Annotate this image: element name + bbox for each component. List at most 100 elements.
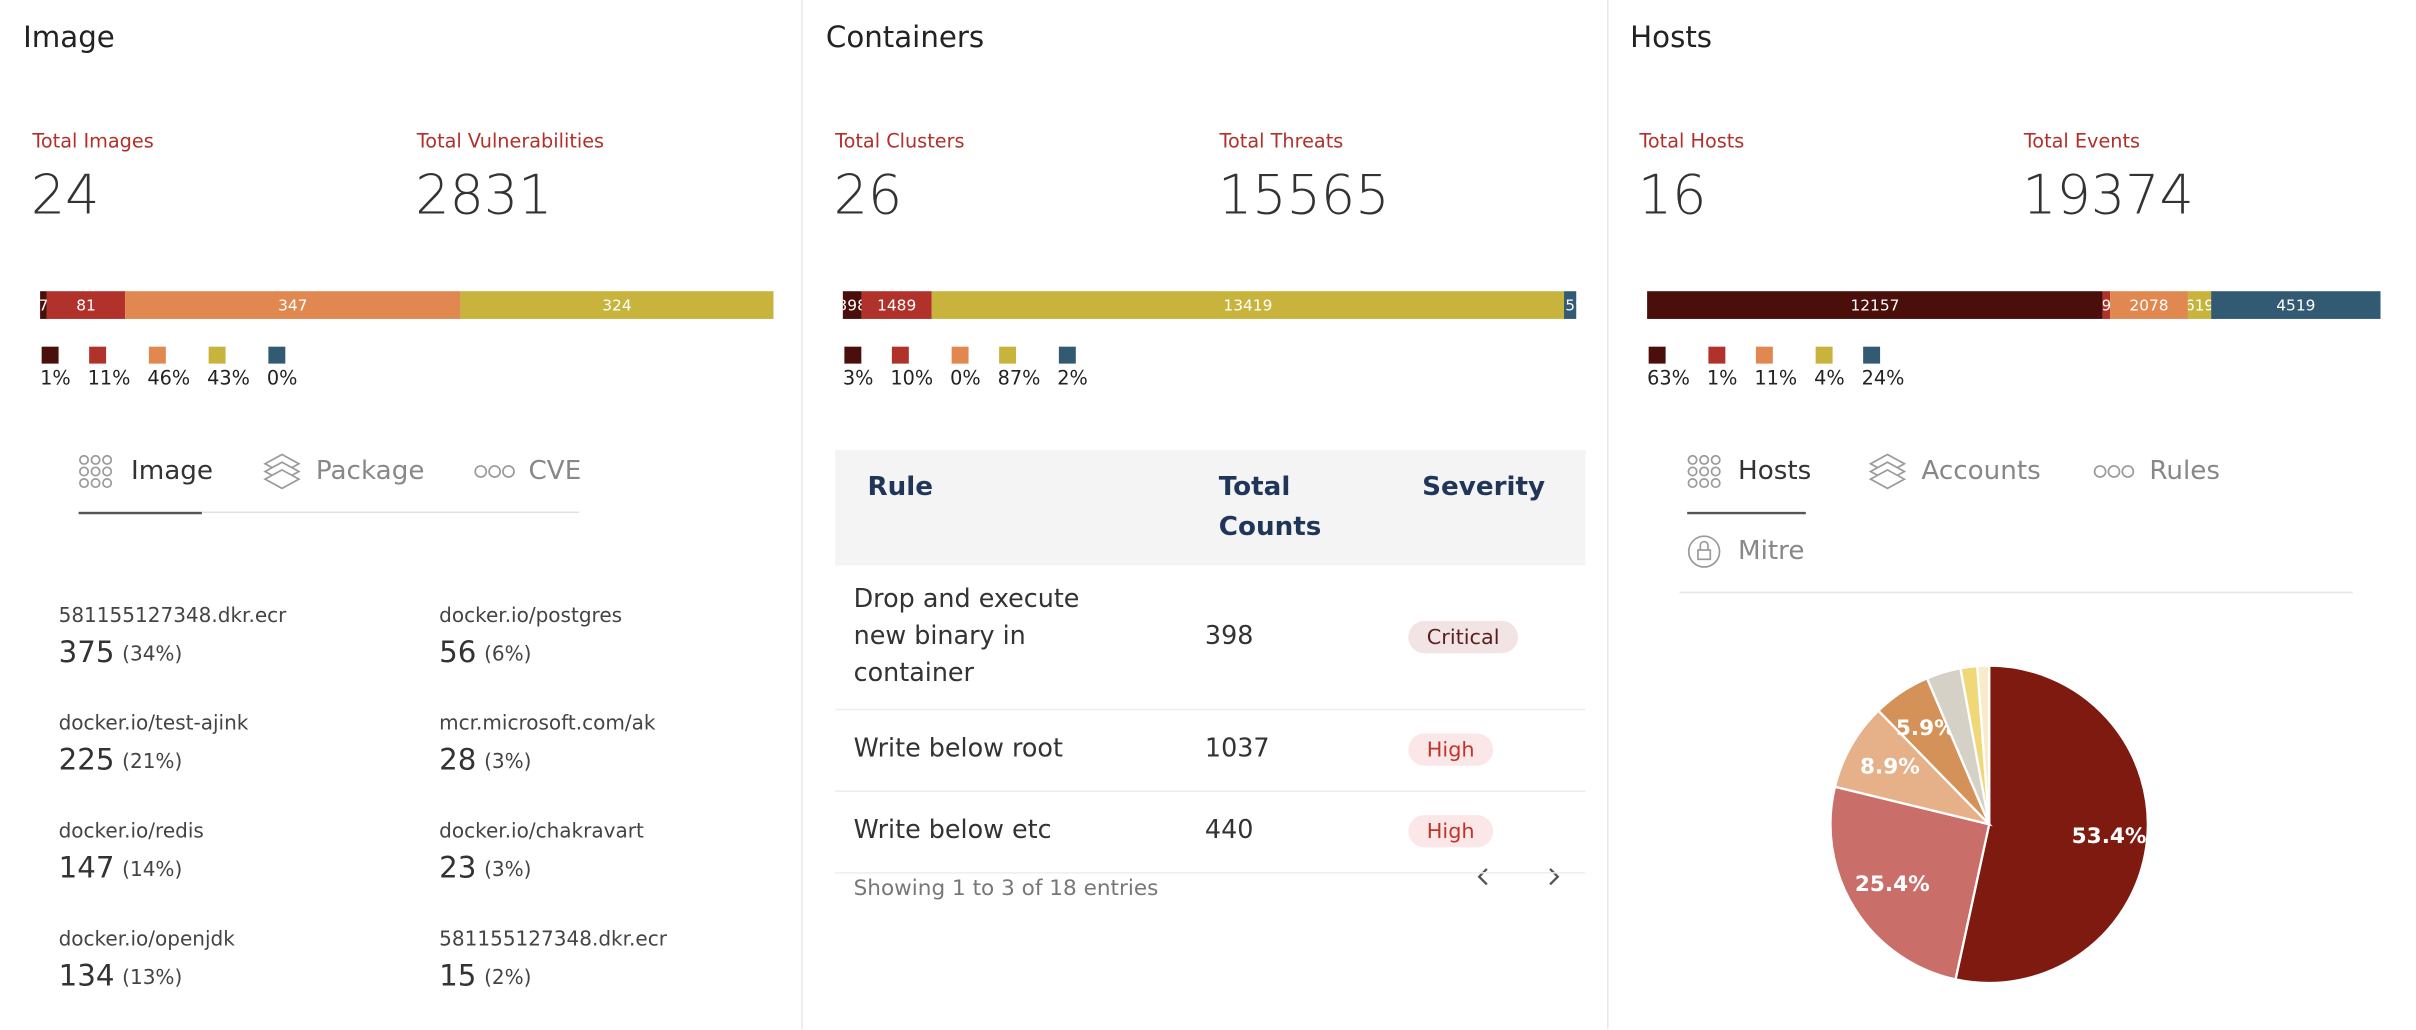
bar-segment (842, 291, 862, 319)
segment-label: 347 (278, 296, 307, 314)
bar-segment (46, 291, 126, 319)
icon-dot (90, 478, 101, 489)
column-header: Total Counts (1219, 471, 1322, 541)
slice-label: 8.9% (1860, 755, 1920, 780)
column-header: Rule (867, 471, 933, 501)
tab-label[interactable]: Mitre (1738, 536, 1804, 566)
segment-label: 12157 (1850, 296, 1899, 314)
item-share: (2%) (484, 965, 531, 989)
icon-dot (502, 465, 515, 478)
stat-value: 26 (834, 164, 903, 227)
legend-swatch (268, 346, 286, 364)
severity-badge (1408, 815, 1494, 848)
item-name: mcr.microsoft.com/ak (439, 711, 656, 735)
legend-swatch (844, 346, 862, 364)
legend-swatch (41, 346, 59, 364)
legend-label: 1% (40, 367, 71, 390)
bar-segment (931, 291, 1565, 319)
tab-label[interactable]: Accounts (1921, 456, 2040, 486)
column-header: Severity (1422, 471, 1545, 501)
legend-label: 0% (267, 367, 298, 390)
prev-page[interactable] (1477, 868, 1488, 886)
severity-badge (1408, 733, 1494, 766)
stat-label: Total Events (2023, 129, 2140, 152)
icon-dot (90, 466, 101, 477)
bar-segment (1647, 291, 2103, 319)
rule-name: Write below etc (854, 814, 1052, 844)
legend-swatch (1755, 346, 1773, 364)
icon-lock (1697, 549, 1712, 561)
icon-layer (1868, 468, 1907, 490)
icon-dot (79, 466, 90, 477)
panel-title: Hosts (1630, 20, 1712, 54)
bar-segment (861, 291, 932, 319)
tab-icon (79, 454, 113, 489)
icon-dot (1687, 478, 1698, 489)
item-count: 56 (439, 635, 476, 669)
tab-label[interactable]: Image (131, 456, 213, 486)
tab-icon (263, 453, 301, 490)
bar-segment (2187, 291, 2212, 319)
severity-badge (1408, 620, 1519, 654)
icon-dot (2121, 465, 2135, 478)
icon-dot (102, 454, 113, 465)
icon-dot (1699, 454, 1710, 465)
legend-swatch (1863, 346, 1881, 364)
stat-label: Total Hosts (1638, 129, 1744, 152)
bar-segment (2211, 291, 2381, 319)
severity: High (1427, 737, 1475, 761)
legend-swatch (1708, 346, 1726, 364)
legend-swatch (89, 346, 107, 364)
segment-label: 81 (76, 296, 96, 314)
item-name: docker.io/chakravart (439, 819, 644, 843)
icon-dot (1687, 454, 1698, 465)
item-count: 375 (59, 635, 115, 669)
icon-dot (1710, 454, 1721, 465)
pie-slice (1829, 785, 1991, 981)
next-page[interactable] (1549, 868, 1560, 886)
icon-dot (79, 478, 90, 489)
tab-label[interactable]: Package (316, 456, 425, 486)
legend-swatch (951, 346, 969, 364)
icon-shackle (1699, 540, 1709, 551)
severity: High (1427, 819, 1475, 843)
item-share: (14%) (122, 857, 182, 881)
segment-label: 259 (1555, 296, 1584, 314)
segment-label: 324 (602, 296, 631, 314)
severity: Critical (1427, 625, 1500, 649)
total-count: 1037 (1205, 733, 1270, 763)
segment-label: 194 (2092, 296, 2121, 314)
item-name: 581155127348.dkr.ecr (439, 926, 668, 950)
rule-name: Drop and execute new binary in container (854, 583, 1080, 687)
segment-label: 619 (2185, 296, 2214, 314)
stat-value: 16 (1638, 164, 1707, 227)
legend-label: 10% (890, 367, 933, 390)
tab-icon (1868, 453, 1907, 490)
item-name: 581155127348.dkr.ecr (59, 603, 288, 627)
bar-segment (40, 291, 47, 319)
icon-dot (2093, 465, 2107, 478)
item-name: docker.io/postgres (439, 603, 622, 627)
item-share: (6%) (484, 641, 531, 665)
item-name: docker.io/test-ajink (59, 711, 249, 735)
legend-label: 11% (88, 367, 131, 390)
item-count: 23 (439, 850, 476, 884)
table-header (835, 449, 1586, 566)
icon-layer (263, 468, 301, 490)
bar-segment (2110, 291, 2188, 319)
stat-value: 15565 (1218, 164, 1389, 227)
icon-dot (90, 454, 101, 465)
legend-swatch (1648, 346, 1666, 364)
stat-label: Total Clusters (834, 129, 964, 152)
legend-swatch (891, 346, 909, 364)
total-count: 398 (1205, 620, 1254, 650)
tab-icon (2093, 465, 2135, 478)
legend-swatch (999, 346, 1017, 364)
legend-label: 11% (1754, 367, 1797, 390)
tab-label[interactable]: Rules (2149, 456, 2220, 486)
tab-label[interactable]: CVE (529, 456, 582, 486)
legend-swatch (1058, 346, 1076, 364)
tab-label[interactable]: Hosts (1738, 456, 1811, 486)
stat-value: 2831 (415, 164, 552, 227)
